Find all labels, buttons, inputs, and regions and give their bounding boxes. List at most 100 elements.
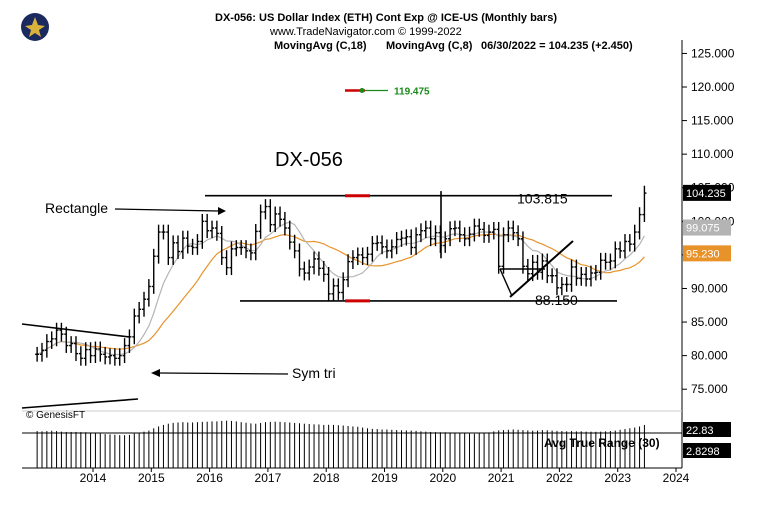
price-bar — [608, 253, 613, 270]
price-bar — [598, 252, 603, 280]
price-bar — [146, 279, 151, 307]
ma18-value-tag-bg — [683, 245, 731, 262]
resistance-label: 103.815 — [517, 191, 568, 207]
price-bar — [239, 240, 244, 255]
value-tag-dot — [359, 88, 365, 94]
price-bar — [248, 243, 253, 261]
price-bar — [525, 258, 530, 282]
price-bar — [457, 220, 462, 243]
price-bar — [273, 206, 278, 233]
price-bar — [39, 342, 44, 362]
price-bar — [593, 264, 598, 281]
time-axis-tick-label: 2017 — [255, 471, 282, 485]
triangle-upper-line — [21, 323, 131, 338]
price-bar — [297, 243, 302, 277]
price-bar — [365, 246, 370, 265]
legend-ma18: MovingAvg (C,18) — [274, 40, 367, 52]
price-bar — [584, 266, 589, 287]
price-axis-tick-label: 110.000 — [691, 147, 734, 161]
price-bar — [370, 236, 375, 262]
rectangle-arrow-head — [218, 207, 226, 215]
price-axis-tick-label: 125.000 — [691, 46, 735, 60]
price-bar — [613, 241, 618, 269]
ma18-value-tag: 95.230 — [686, 248, 720, 260]
price-bar — [433, 225, 438, 247]
moving-average-line — [36, 233, 645, 355]
price-bar — [287, 220, 292, 250]
copyright-url: www.TradeNavigator.com © 1999-2022 — [270, 26, 462, 38]
price-bar — [200, 213, 205, 249]
price-bar — [258, 204, 263, 239]
price-bar — [409, 229, 414, 255]
price-bar — [117, 348, 122, 366]
price-bar — [171, 235, 176, 265]
price-bar — [142, 291, 147, 317]
time-axis-tick-label: 2024 — [663, 471, 690, 485]
price-bar — [501, 227, 506, 274]
price-bar — [132, 308, 137, 345]
price-bar — [88, 342, 93, 364]
price-bar — [229, 241, 234, 276]
price-bar — [263, 199, 268, 220]
price-bar — [389, 239, 394, 259]
moving-average-line — [36, 221, 645, 356]
ma8-value-tag-bg — [683, 219, 731, 236]
price-bar — [73, 336, 78, 362]
price-bar — [166, 224, 171, 265]
price-bar — [307, 259, 312, 281]
price-bar — [574, 259, 579, 286]
price-bar — [244, 240, 249, 259]
price-bar — [93, 341, 98, 364]
price-bar — [535, 254, 540, 280]
rectangle-annotation: Rectangle — [45, 200, 108, 216]
price-bar — [253, 224, 258, 261]
time-axis-tick-label: 2016 — [196, 471, 223, 485]
price-bar — [482, 221, 487, 243]
price-bar — [44, 334, 49, 358]
price-bar — [642, 185, 647, 222]
price-readout: 06/30/2022 = 104.235 (+2.450) — [481, 40, 633, 52]
price-bar — [418, 223, 423, 243]
price-bar — [477, 218, 482, 237]
price-bar — [360, 247, 365, 265]
rectangle-arrow-line — [114, 208, 219, 212]
price-bar — [312, 251, 317, 275]
price-bar — [341, 272, 346, 300]
price-axis-tick-label: 85.000 — [691, 315, 728, 329]
price-bar — [103, 346, 108, 365]
price-bar — [268, 199, 273, 233]
price-bar — [472, 218, 477, 242]
price-bar — [336, 278, 341, 300]
time-axis-tick-label: 2020 — [429, 471, 456, 485]
symtri-annotation: Sym tri — [292, 365, 336, 381]
price-bar — [282, 211, 287, 236]
price-bar — [151, 248, 156, 294]
price-bar — [205, 213, 210, 239]
price-bar — [394, 232, 399, 255]
price-bar — [423, 220, 428, 239]
price-bar — [112, 348, 117, 366]
price-bar — [127, 329, 132, 353]
price-bar — [35, 346, 40, 362]
price-bar — [384, 239, 389, 259]
price-axis-tick-label: 80.000 — [691, 349, 728, 363]
time-axis-tick-label: 2015 — [138, 471, 165, 485]
price-bar — [618, 241, 623, 259]
price-bar — [462, 227, 467, 247]
price-bar — [443, 231, 448, 253]
legend-ma8: MovingAvg (C,8) — [386, 40, 473, 52]
price-bar — [588, 265, 593, 287]
price-bar — [428, 220, 433, 247]
price-bar — [224, 250, 229, 276]
price-bar — [414, 227, 419, 255]
price-bar — [69, 336, 74, 353]
time-axis-tick-label: 2018 — [313, 471, 340, 485]
price-bar — [496, 221, 501, 274]
price-bar — [83, 342, 88, 366]
time-axis-tick-label: 2014 — [80, 471, 107, 485]
price-bar — [569, 259, 574, 292]
price-bar — [380, 235, 385, 255]
price-bar — [506, 220, 511, 243]
chart-title: DX-056 — [275, 149, 343, 171]
